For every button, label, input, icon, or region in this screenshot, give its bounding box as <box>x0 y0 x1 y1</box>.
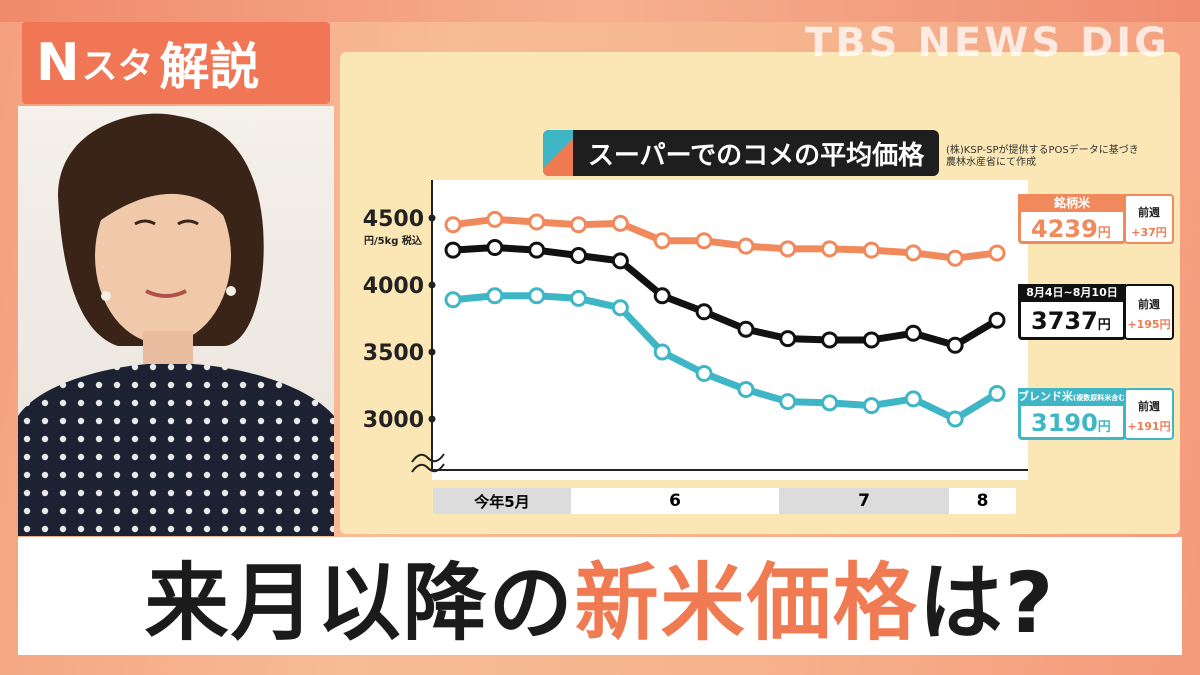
callout-brand-name: 銘柄米 <box>1018 194 1126 212</box>
plot-area <box>432 180 1028 480</box>
x-month-label: 7 <box>779 488 949 514</box>
callout-average-wk-change: +195円 <box>1127 318 1171 331</box>
caption-part-3: は? <box>918 553 1056 652</box>
callout-brand-wk-change: +37円 <box>1131 226 1167 239</box>
callout-blend-price-wrap: 3190円 <box>1031 409 1111 437</box>
callout-brand: 銘柄米 4239円 <box>1018 194 1126 244</box>
callout-blend-wk-label: 前週 <box>1138 400 1160 413</box>
callout-brand-wk-label: 前週 <box>1138 206 1160 219</box>
y-axis-unit: 円/5kg 税込 <box>364 236 422 247</box>
x-axis-band: 今年5月 6 7 8 <box>433 488 1016 514</box>
callout-average-price: 3737 <box>1031 307 1098 335</box>
callout-blend-price: 3190 <box>1031 409 1098 437</box>
watermark: TBS NEWS DIG <box>804 20 1170 66</box>
logo-kaisetsu: 解説 <box>159 38 260 96</box>
callout-brand-price-wrap: 4239円 <box>1031 215 1111 243</box>
callout-blend-change: 前週 +191円 <box>1124 388 1174 440</box>
callout-average-date: 8月4日~8月10日 <box>1018 284 1126 302</box>
source-line-1: (株)KSP-SPが提供するPOSデータに基づき <box>946 145 1139 156</box>
callout-blend-note: (複数原料米含む) <box>1073 394 1126 402</box>
presenter-photo <box>18 106 334 536</box>
x-month-label: 8 <box>949 488 1016 514</box>
program-logo: N スタ 解説 <box>22 22 330 104</box>
callout-average: 8月4日~8月10日 3737円 <box>1018 284 1126 340</box>
callout-average-unit: 円 <box>1097 318 1111 333</box>
chart-title-text: スーパーでのコメの平均価格 <box>587 140 925 171</box>
callout-average-change: 前週 +195円 <box>1124 284 1174 340</box>
callout-blend-wk-change: +191円 <box>1127 420 1171 433</box>
title-accent <box>543 130 573 176</box>
caption-part-2: 新米価格 <box>574 553 919 652</box>
headline-caption: 来月以降の 新米価格 は? <box>18 537 1182 655</box>
callout-brand-price: 4239 <box>1031 215 1098 243</box>
callout-average-price-wrap: 3737円 <box>1031 307 1111 335</box>
presenter-illustration <box>18 113 334 536</box>
callout-brand-unit: 円 <box>1097 226 1111 241</box>
logo-letter: N <box>36 33 80 93</box>
x-month-label: 今年5月 <box>433 488 571 514</box>
frame-top-bar <box>0 0 1200 22</box>
source-line-2: 農林水産省にて作成 <box>946 157 1036 168</box>
x-month-label: 6 <box>571 488 779 514</box>
callout-blend: ブレンド米(複数原料米含む) 3190円 <box>1018 388 1126 440</box>
source-note: (株)KSP-SPが提供するPOSデータに基づき 農林水産省にて作成 <box>946 145 1176 169</box>
callout-blend-header: ブレンド米(複数原料米含む) <box>1018 388 1126 406</box>
callout-average-wk-label: 前週 <box>1138 298 1160 311</box>
caption-part-1: 来月以降の <box>144 553 575 652</box>
logo-suta: スタ <box>81 46 154 87</box>
callout-blend-name: ブレンド米 <box>1018 390 1073 403</box>
callout-brand-change: 前週 +37円 <box>1124 194 1174 244</box>
callout-blend-unit: 円 <box>1097 420 1111 435</box>
chart-title: スーパーでのコメの平均価格 <box>543 130 939 176</box>
